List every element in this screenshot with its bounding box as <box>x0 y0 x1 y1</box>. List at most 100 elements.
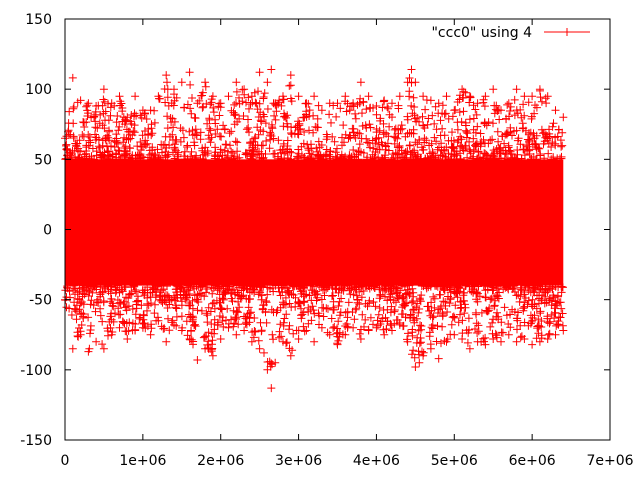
data-point <box>183 155 192 164</box>
data-point <box>124 135 133 144</box>
data-point <box>283 136 292 145</box>
data-point <box>393 316 402 324</box>
data-point <box>162 71 171 80</box>
data-point <box>533 322 542 331</box>
data-point <box>256 126 265 134</box>
data-point <box>162 298 171 307</box>
data-point <box>166 114 175 122</box>
data-point <box>279 318 288 327</box>
data-point <box>260 348 268 357</box>
data-point <box>170 154 179 163</box>
data-point <box>201 82 210 91</box>
data-point <box>172 285 181 293</box>
data-point <box>198 103 207 112</box>
data-point <box>176 137 185 146</box>
data-point <box>330 305 338 314</box>
data-point <box>553 299 562 308</box>
data-point <box>346 290 355 299</box>
data-point <box>408 109 417 118</box>
data-point <box>378 103 387 112</box>
data-point <box>327 314 336 323</box>
data-point <box>271 115 280 124</box>
data-point <box>112 150 121 159</box>
data-point <box>80 290 89 299</box>
data-point <box>86 321 95 330</box>
data-point <box>215 111 224 120</box>
data-point <box>415 294 424 303</box>
data-point <box>349 102 358 111</box>
data-point <box>180 288 189 296</box>
data-point <box>100 283 109 292</box>
data-point <box>414 347 423 356</box>
x-tick-label: 5e+06 <box>431 453 478 469</box>
data-point <box>90 282 99 291</box>
data-point <box>355 129 364 138</box>
data-point <box>355 140 364 149</box>
data-point <box>217 132 226 141</box>
data-point <box>216 304 225 312</box>
data-point <box>489 119 497 128</box>
data-point <box>455 283 463 292</box>
data-point <box>268 330 277 339</box>
data-point <box>434 109 443 118</box>
data-point <box>114 126 123 135</box>
data-point <box>155 153 164 162</box>
data-point <box>317 106 326 115</box>
data-point <box>471 141 479 150</box>
data-point <box>235 114 244 123</box>
data-point <box>86 329 94 338</box>
data-point <box>305 112 314 120</box>
data-point <box>365 296 374 305</box>
data-point <box>215 132 224 141</box>
data-point <box>270 111 279 120</box>
data-point <box>306 305 315 314</box>
data-point <box>477 138 486 146</box>
data-point <box>474 148 483 157</box>
data-point <box>436 290 445 299</box>
data-point <box>436 116 445 125</box>
data-point <box>154 92 163 101</box>
data-point <box>374 310 383 319</box>
data-point <box>266 362 275 371</box>
data-point <box>247 92 256 101</box>
data-point <box>241 314 250 323</box>
y-tick-label: -100 <box>20 363 52 379</box>
data-point <box>292 281 301 290</box>
data-point <box>115 323 124 332</box>
data-point <box>530 139 539 148</box>
data-point <box>358 310 367 319</box>
data-point <box>275 98 283 107</box>
data-point <box>375 304 384 312</box>
data-point <box>473 289 482 298</box>
data-point <box>216 335 225 343</box>
data-point <box>84 141 93 150</box>
data-point <box>286 351 295 360</box>
data-point <box>215 312 224 320</box>
data-point <box>324 304 332 313</box>
data-point <box>460 309 469 318</box>
data-point <box>335 297 344 306</box>
data-point <box>206 100 215 109</box>
data-point <box>198 282 207 290</box>
data-point <box>228 286 237 295</box>
data-point <box>405 128 414 137</box>
data-point <box>395 141 404 150</box>
data-point <box>279 337 287 346</box>
data-point <box>355 147 363 156</box>
data-point <box>528 140 537 149</box>
data-point <box>198 146 207 155</box>
data-point <box>80 150 89 159</box>
data-point <box>128 319 137 328</box>
data-point <box>161 98 170 107</box>
data-point <box>229 108 238 117</box>
data-point <box>430 119 439 128</box>
data-point <box>143 299 152 308</box>
data-point <box>411 363 420 371</box>
data-point <box>549 291 558 300</box>
data-point <box>413 140 422 149</box>
data-point <box>506 102 515 111</box>
data-point <box>134 296 143 305</box>
data-point <box>298 310 307 319</box>
data-point <box>286 155 295 164</box>
data-point <box>309 128 318 137</box>
